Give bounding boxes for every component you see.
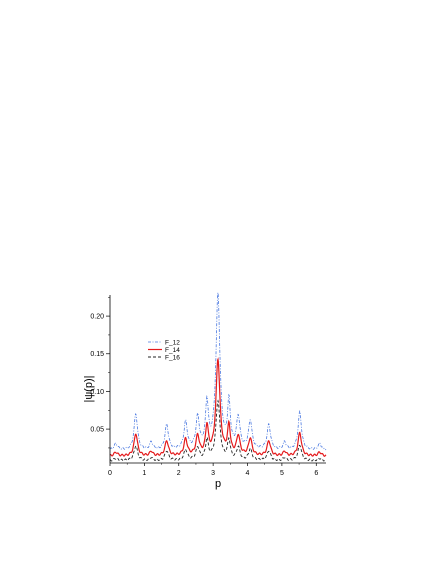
y-tick-label: 0.10 xyxy=(90,389,104,396)
legend-label: F_16 xyxy=(165,354,180,361)
x-tick-label: 4 xyxy=(246,470,250,477)
y-axis-label: |ψ(p)| xyxy=(83,375,95,402)
axes-layer: 0 1 2 3 4 5 6 0.05 0.10 0.15 0.20 xyxy=(90,295,326,477)
legend-label: F_12 xyxy=(165,339,180,346)
y-tick-label: 0.05 xyxy=(90,426,104,433)
x-tick-label: 6 xyxy=(314,470,318,477)
series-line-f-14 xyxy=(109,357,327,457)
legend-label: F_14 xyxy=(165,347,180,354)
x-tick-label: 2 xyxy=(177,470,181,477)
x-tick-label: 1 xyxy=(142,470,146,477)
legend: F_12F_14F_16 xyxy=(148,339,180,361)
x-tick-label: 3 xyxy=(211,470,215,477)
x-tick-label: 0 xyxy=(108,470,112,477)
x-axis-label: p xyxy=(215,478,221,490)
x-tick-label: 5 xyxy=(280,470,284,477)
series-line-f-12 xyxy=(109,292,327,451)
y-tick-label: 0.15 xyxy=(90,351,104,358)
series-layer xyxy=(109,292,327,462)
series-line-f-16 xyxy=(109,399,327,462)
y-tick-label: 0.20 xyxy=(90,313,104,320)
